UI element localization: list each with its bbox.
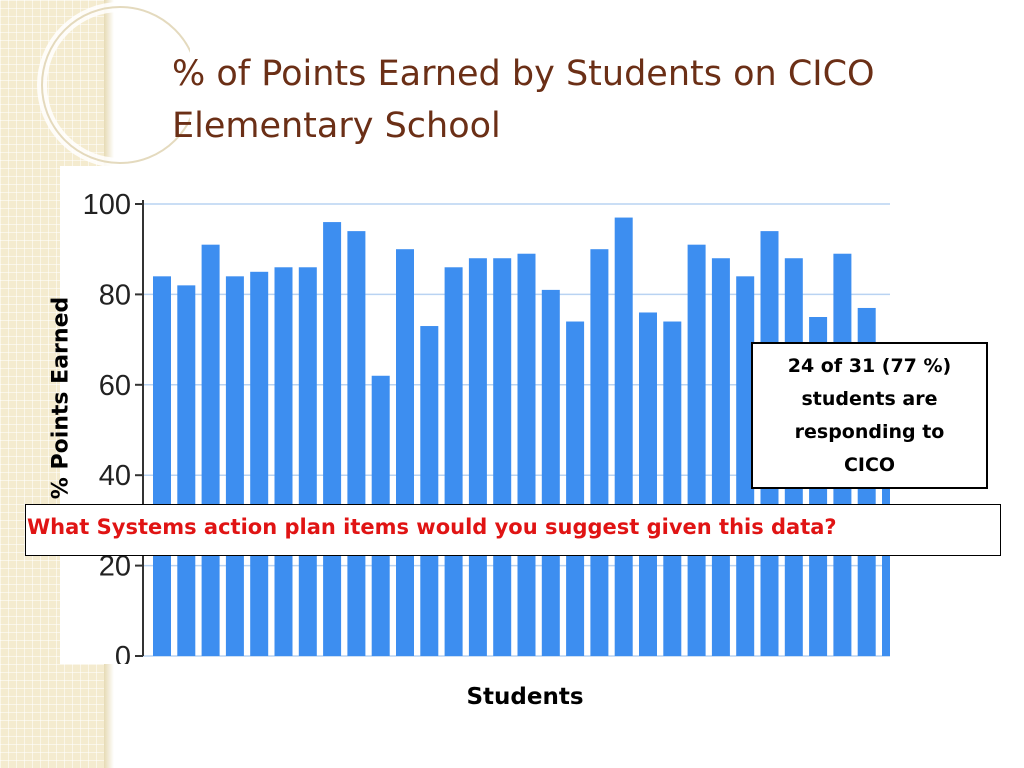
chart-panel: 0 20 40 60 80 100: [60, 166, 890, 664]
bar: [541, 289, 560, 656]
y-axis-label: % Points Earned: [48, 296, 74, 500]
bar: [274, 267, 293, 656]
bar: [225, 276, 244, 656]
bar: [614, 217, 633, 656]
question-box: [25, 504, 1001, 556]
y-tick-label: 80: [99, 279, 131, 311]
decorative-arc: [37, 2, 190, 168]
bar: [639, 312, 657, 656]
callout-line: 24 of 31 (77 %): [787, 354, 952, 377]
bar: [201, 244, 220, 656]
callout-line: students are: [801, 387, 938, 410]
bar: [590, 249, 609, 656]
y-tick-label: 60: [99, 370, 131, 402]
bar: [493, 258, 512, 656]
callout-box: 24 of 31 (77 %) students are responding …: [751, 342, 988, 489]
bar: [711, 258, 730, 656]
bar: [250, 271, 269, 656]
callout-line: CICO: [843, 453, 896, 476]
bar: [468, 258, 487, 656]
bar: [153, 276, 171, 656]
slide-title: % of Points Earned by Students on CICO E…: [172, 54, 875, 146]
bar: [736, 276, 755, 656]
bar: [396, 249, 414, 656]
bar: [323, 222, 342, 656]
bar: [517, 253, 536, 656]
bar: [420, 326, 439, 656]
bar: [298, 267, 317, 656]
bar: [566, 321, 585, 656]
x-axis-label: Students: [466, 684, 584, 710]
y-tick-label: 40: [99, 460, 131, 492]
question-text: What Systems action plan items would you…: [27, 515, 837, 539]
callout-line: responding to: [794, 420, 945, 443]
bar: [663, 321, 682, 656]
bar: [687, 244, 706, 656]
bar: [444, 267, 463, 656]
y-tick-label: 100: [83, 189, 131, 221]
bar: [347, 231, 366, 656]
y-tick-label: 0: [115, 641, 131, 664]
bar: [177, 285, 196, 656]
